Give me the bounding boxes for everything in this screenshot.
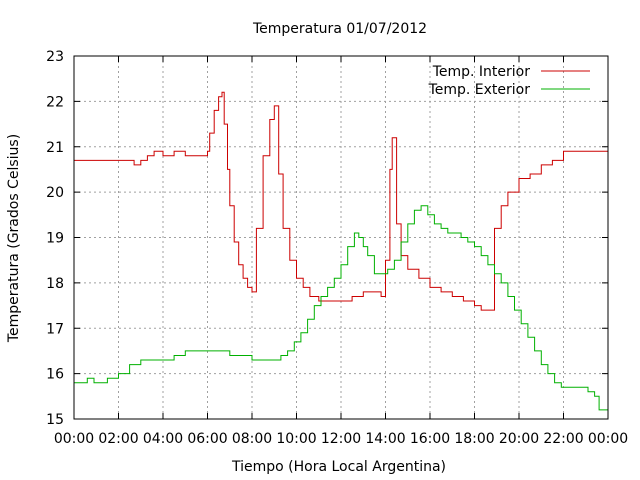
- x-tick-label: 20:00: [499, 431, 539, 447]
- y-tick-label: 17: [46, 321, 64, 337]
- x-tick-label: 06:00: [187, 431, 227, 447]
- axis-ticks: 00:00 02:00 04:00 06:00 08:00 10:00 12:00 14:00…: [46, 49, 628, 447]
- x-tick-label: 00:00: [54, 431, 94, 447]
- grid: [74, 56, 608, 419]
- series-line-interior: [74, 91, 608, 311]
- y-tick-label: 21: [46, 140, 64, 156]
- y-tick-label: 16: [46, 367, 64, 383]
- x-tick-label: 12:00: [321, 431, 361, 447]
- x-tick-label: 22:00: [543, 431, 583, 447]
- y-tick-label: 22: [46, 94, 64, 110]
- x-tick-label: 08:00: [232, 431, 272, 447]
- y-tick-label: 19: [46, 231, 64, 247]
- legend: Temp. Interior Temp. Exterior: [428, 64, 590, 98]
- y-tick-label: 20: [46, 185, 64, 201]
- y-axis-label: Temperatura (Grados Celsius): [6, 134, 22, 343]
- series-layer: [74, 91, 608, 411]
- x-tick-label: 18:00: [454, 431, 494, 447]
- x-tick-label: 16:00: [410, 431, 450, 447]
- legend-label: Temp. Exterior: [428, 82, 531, 98]
- x-tick-label: 00:00: [588, 431, 628, 447]
- series-line-exterior: [74, 205, 608, 411]
- y-tick-label: 15: [46, 412, 64, 428]
- chart-title: Temperatura 01/07/2012: [252, 21, 427, 37]
- x-tick-label: 04:00: [143, 431, 183, 447]
- y-tick-label: 18: [46, 276, 64, 292]
- x-tick-label: 14:00: [365, 431, 405, 447]
- legend-label: Temp. Interior: [432, 64, 531, 80]
- x-tick-label: 02:00: [98, 431, 138, 447]
- x-tick-label: 10:00: [276, 431, 316, 447]
- x-axis-label: Tiempo (Hora Local Argentina): [231, 459, 446, 475]
- y-tick-label: 23: [46, 49, 64, 65]
